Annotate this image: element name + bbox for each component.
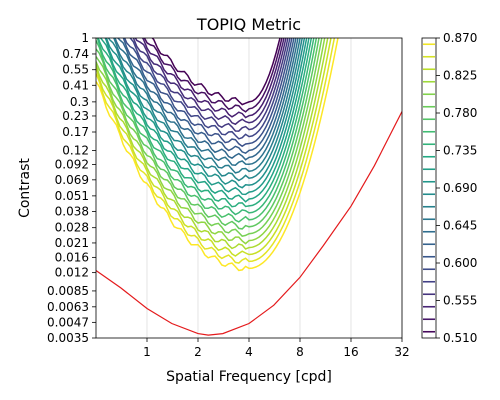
y-tick-label: 0.021 xyxy=(55,236,89,250)
colorbar-tick-label: 0.600 xyxy=(443,256,477,270)
contour-line xyxy=(96,38,318,223)
contour-line xyxy=(99,38,310,203)
colorbar-tick-label: 0.690 xyxy=(443,181,477,195)
contour-line xyxy=(114,38,299,166)
contour-line xyxy=(96,38,336,264)
threshold-line xyxy=(96,111,402,336)
y-axis-label: Contrast xyxy=(17,158,33,218)
y-tick-label: 1 xyxy=(81,31,89,45)
colorbar-tick-label: 0.645 xyxy=(443,219,477,233)
contour-line xyxy=(97,38,313,208)
y-tick-label: 0.41 xyxy=(62,78,89,92)
colorbar-tick-label: 0.870 xyxy=(443,31,477,45)
contour-line xyxy=(104,38,308,196)
contour-line xyxy=(96,38,326,245)
contour-line xyxy=(96,38,320,230)
y-tick-label: 0.0063 xyxy=(47,300,89,314)
y-tick-label: 0.17 xyxy=(62,125,89,139)
contour-line xyxy=(122,38,295,155)
y-tick-label: 0.0047 xyxy=(47,315,89,329)
y-tick-label: 0.55 xyxy=(62,63,89,77)
y-tick-label: 0.038 xyxy=(55,204,89,218)
x-axis-ticks: 1 2 4 8 16 32 xyxy=(143,338,410,359)
y-tick-label: 0.0085 xyxy=(47,284,89,298)
x-axis-label: Spatial Frequency [cpd] xyxy=(166,369,332,385)
y-tick-label: 0.0035 xyxy=(47,331,89,345)
chart-title: TOPIQ Metric xyxy=(196,15,301,34)
colorbar-tick-label: 0.555 xyxy=(443,294,477,308)
contour-line xyxy=(96,38,329,250)
contour-line xyxy=(143,38,283,113)
y-tick-label: 0.092 xyxy=(55,158,89,172)
y-tick-label: 0.012 xyxy=(55,266,89,280)
contour-line xyxy=(96,38,315,216)
y-tick-label: 0.069 xyxy=(55,173,89,187)
colorbar-tick-label: 0.780 xyxy=(443,106,477,120)
colorbar-frame xyxy=(421,37,437,339)
contour-line xyxy=(96,38,323,238)
contour-lines xyxy=(96,38,339,272)
contour-line xyxy=(105,38,306,189)
contour-line xyxy=(151,38,281,106)
x-tick-label: 1 xyxy=(143,345,151,359)
x-tick-label: 16 xyxy=(343,345,358,359)
x-tick-label: 32 xyxy=(394,345,409,359)
contour-line xyxy=(123,38,293,148)
contour-line xyxy=(96,38,339,272)
y-tick-label: 0.23 xyxy=(62,109,89,123)
contour-line xyxy=(113,38,301,174)
contour-line xyxy=(96,38,332,257)
y-tick-label: 0.016 xyxy=(55,250,89,264)
contour-line xyxy=(107,38,303,182)
colorbar-tick-label: 0.825 xyxy=(443,69,477,83)
colorbar-tick-label: 0.735 xyxy=(443,144,477,158)
y-tick-label: 0.74 xyxy=(62,47,89,61)
y-tick-label: 0.028 xyxy=(55,221,89,235)
colorbar: 0.510 0.555 0.600 0.645 0.690 0.735 0.780 0.825… xyxy=(421,31,477,345)
x-tick-label: 2 xyxy=(194,345,202,359)
threshold-curve xyxy=(96,111,402,336)
contour-line xyxy=(116,38,297,161)
contour-line xyxy=(141,38,285,119)
contour-line xyxy=(132,38,289,132)
x-tick-label: 8 xyxy=(296,345,304,359)
x-tick-label: 4 xyxy=(245,345,253,359)
y-tick-label: 0.3 xyxy=(70,95,89,109)
contour-line xyxy=(134,38,287,126)
y-tick-label: 0.051 xyxy=(55,189,89,203)
contour-line xyxy=(129,38,291,140)
colorbar-tick-label: 0.510 xyxy=(443,331,477,345)
y-tick-label: 0.12 xyxy=(62,143,89,157)
